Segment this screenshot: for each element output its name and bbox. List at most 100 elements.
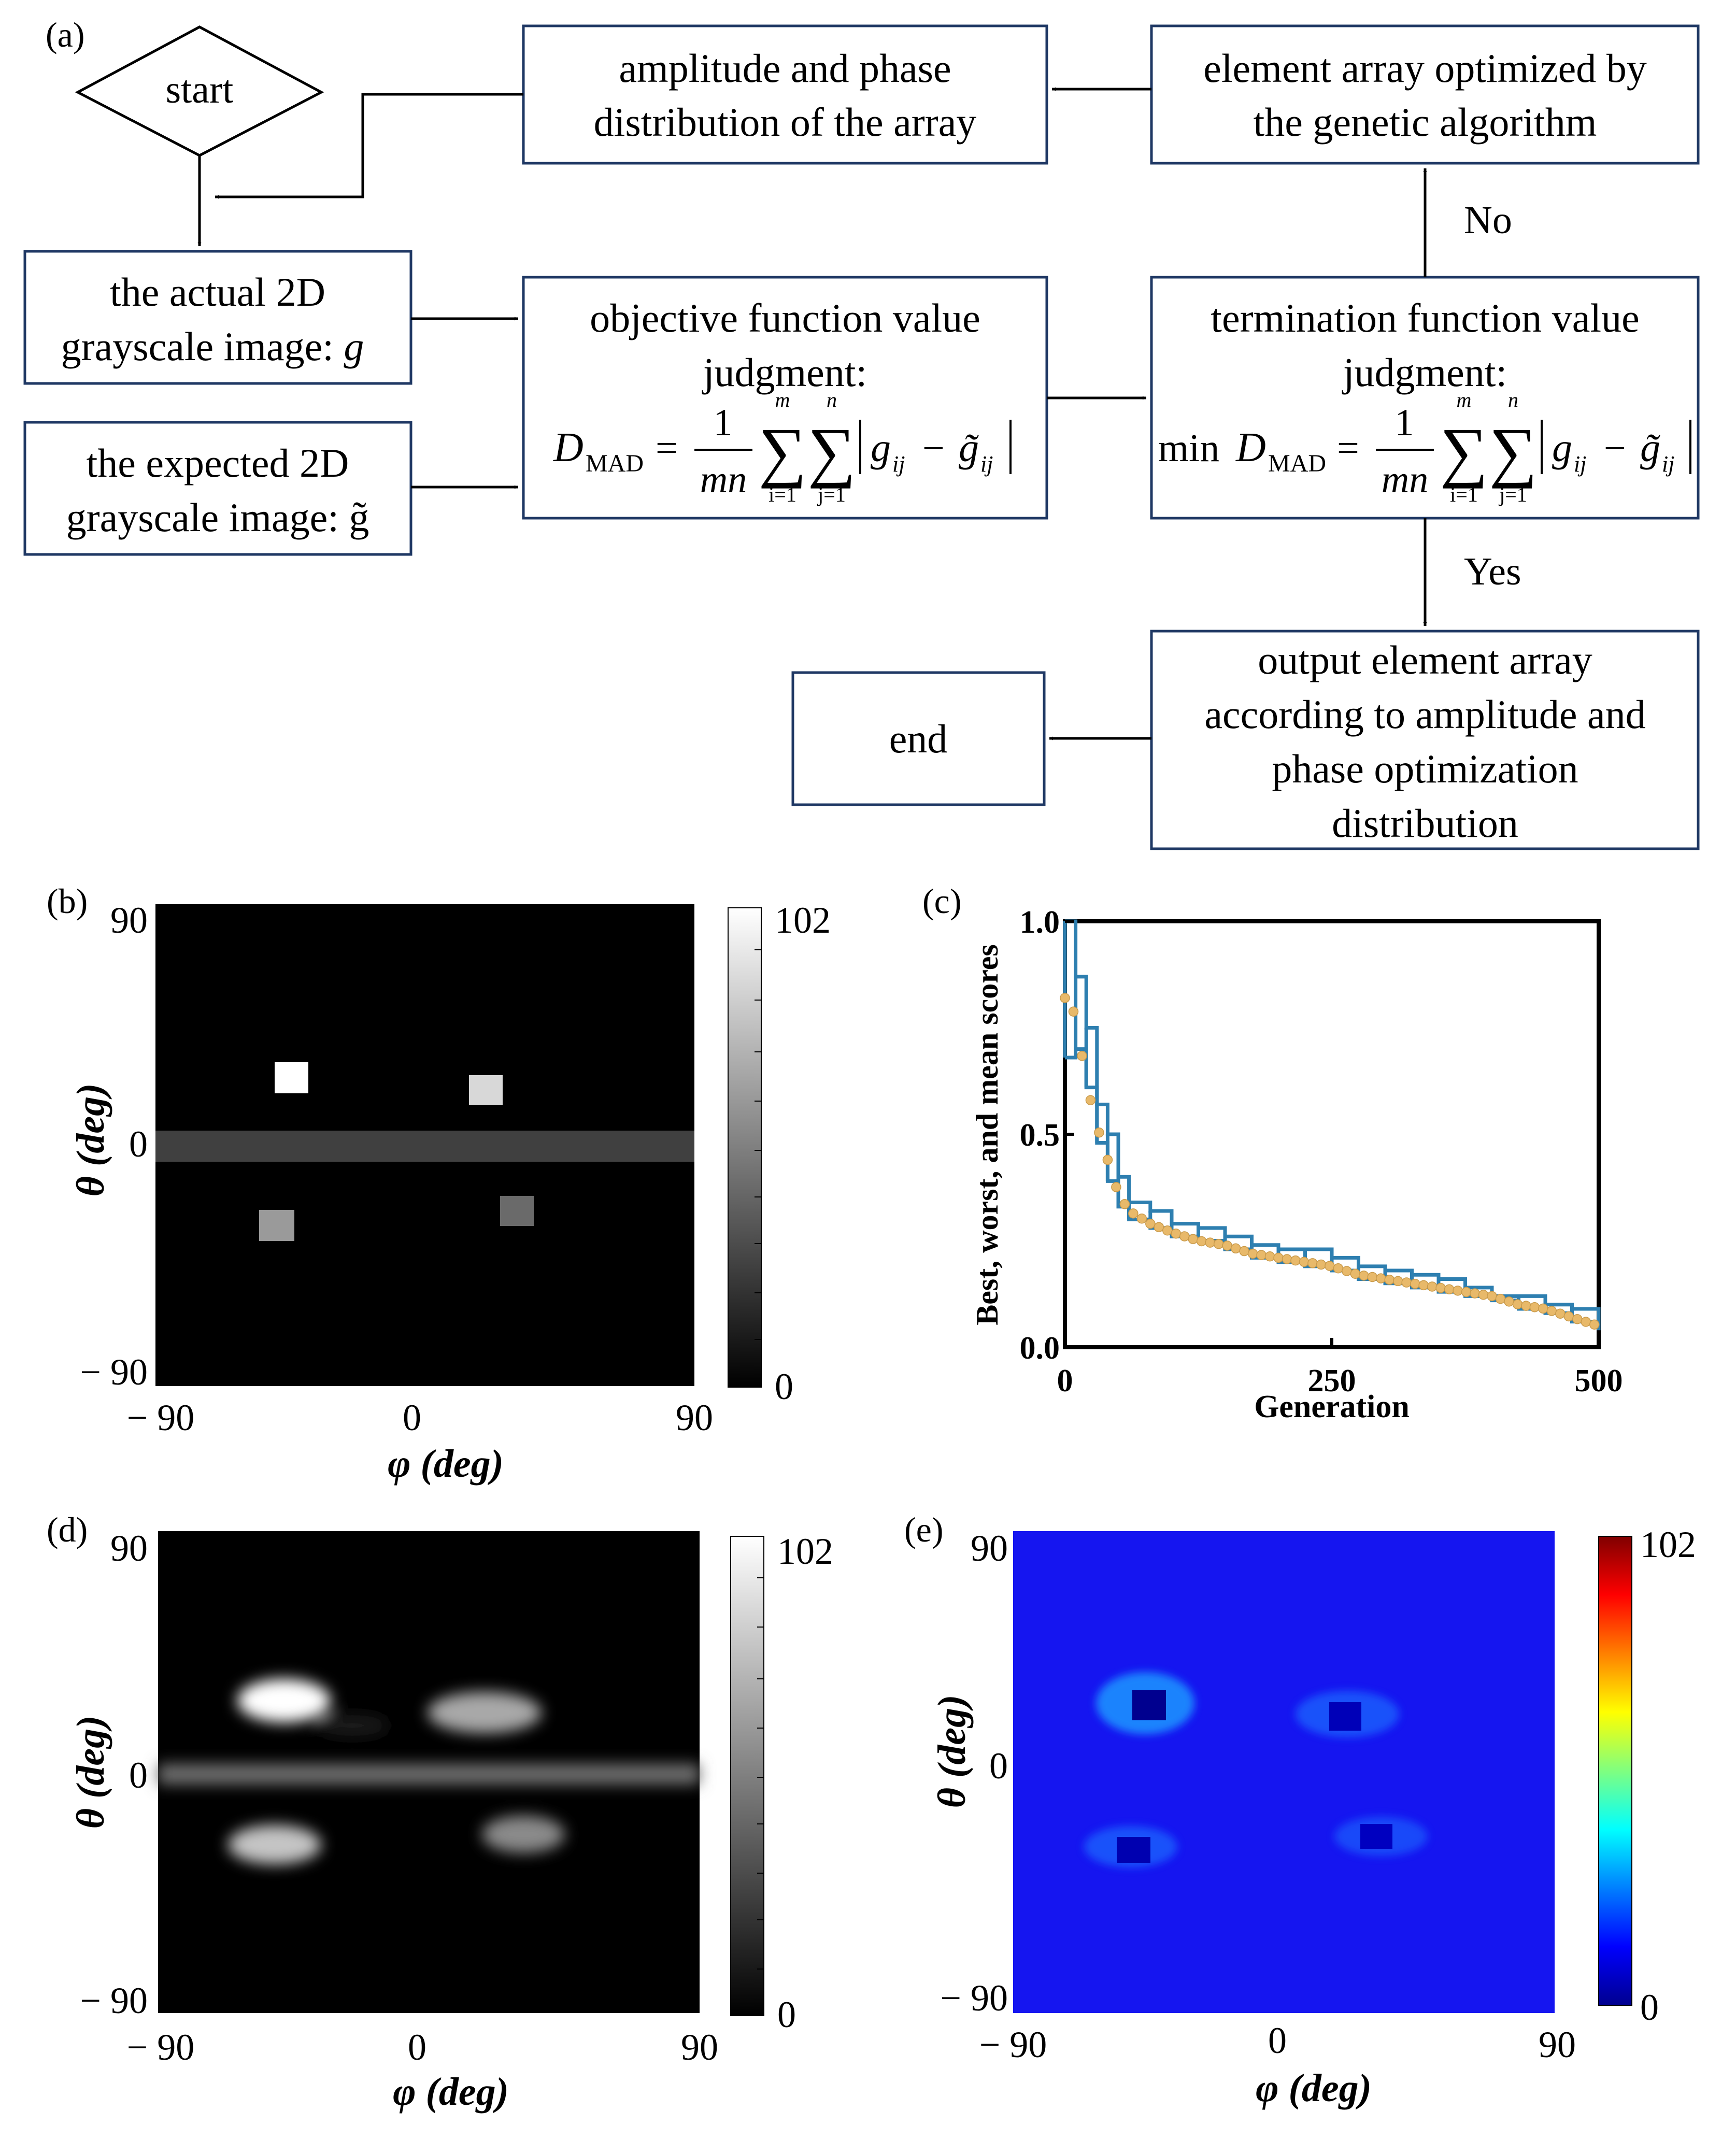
ga-mean-marker	[1546, 1306, 1557, 1316]
amp-phase-line2: distribution of the array	[594, 99, 977, 145]
actual-image-line2: grayscale image: g	[61, 324, 364, 369]
termination-line1: termination function value	[1211, 295, 1639, 340]
d-xlabel: φ (deg)	[393, 2070, 509, 2114]
ga-mean-marker	[1299, 1257, 1310, 1267]
objective-line1: objective function value	[590, 295, 980, 340]
ga-mean-marker	[1435, 1282, 1446, 1293]
heatmap-b-patch-4	[500, 1196, 534, 1226]
colorbar-e-min: 0	[1640, 1987, 1659, 2028]
ga-mean-marker	[1461, 1287, 1472, 1297]
b-xlabel: φ (deg)	[388, 1442, 504, 1486]
ga-mean-marker	[1350, 1268, 1361, 1279]
formula-minus: −	[922, 426, 945, 470]
ga-mean-marker	[1145, 1218, 1156, 1229]
d-xtick-left: − 90	[127, 2027, 195, 2068]
objective-formula: D MAD = 1 mn m ∑ i=1 n ∑ j=1 g ij − g̃ i…	[553, 388, 1012, 506]
ga-mean-marker	[1410, 1278, 1420, 1289]
panel-c: (c) 0 250 500 0.0 0.5 1.0 Best, worst, and me…	[922, 881, 1623, 1424]
d-ytick-mid: 0	[129, 1754, 148, 1796]
ga-mean-marker	[1094, 1127, 1104, 1138]
heatmap-b-band	[155, 1131, 694, 1162]
e-ylabel: θ (deg)	[930, 1695, 974, 1808]
expected-image-line1: the expected 2D	[87, 440, 349, 486]
term-formula-lhs: D	[1235, 425, 1266, 470]
b-ytick-top: 90	[110, 900, 148, 941]
b-xtick-right: 90	[676, 1397, 713, 1438]
ga-optimized-box	[1150, 24, 1700, 165]
d-ytick-top: 90	[110, 1528, 148, 1569]
yes-label: Yes	[1464, 550, 1521, 593]
panel-label-e: (e)	[904, 1510, 943, 1549]
ga-mean-marker	[1085, 1095, 1096, 1105]
term-formula-lower-j: j=1	[1498, 483, 1527, 506]
d-xtick-mid: 0	[408, 2027, 426, 2068]
panel-label-a: (a)	[46, 15, 84, 54]
ga-mean-marker	[1359, 1271, 1369, 1281]
ga-ytick-label: 0.5	[1020, 1118, 1060, 1153]
term-formula-g: g	[1552, 425, 1572, 470]
term-formula-den: mn	[1382, 459, 1428, 501]
b-ytick-bot: − 90	[80, 1351, 148, 1393]
termination-line2: judgment:	[1342, 350, 1507, 395]
heatmap-b-patch-1	[275, 1062, 308, 1093]
ga-mean-marker	[1136, 1214, 1147, 1224]
panel-a: (a) start amplitude and phase distributi…	[23, 15, 1700, 850]
ga-xlabel: Generation	[1254, 1389, 1410, 1424]
e-ytick-top: 90	[971, 1528, 1008, 1569]
ga-mean-marker	[1342, 1266, 1352, 1276]
formula-sigma-j: ∑	[808, 415, 856, 489]
ga-mean-marker	[1444, 1284, 1455, 1294]
heatmap-e-hole-1	[1132, 1690, 1166, 1720]
heatmap-e-plot	[1013, 1531, 1555, 2013]
heatmap-d-colorbar	[730, 1536, 764, 2016]
d-xtick-right: 90	[681, 2027, 718, 2068]
heatmap-d-spot-1	[237, 1679, 331, 1722]
ga-worst-line	[1065, 919, 1601, 1318]
panel-e: (e) 102 0 90 0 − 90 − 90 0 90 φ (deg) θ …	[904, 1510, 1696, 2110]
ga-mean-marker	[1401, 1277, 1412, 1288]
term-formula-eq: =	[1337, 426, 1359, 470]
ga-mean-marker	[1504, 1296, 1514, 1307]
ga-xtick-label: 250	[1308, 1363, 1356, 1399]
ga-xtick-label: 0	[1057, 1363, 1073, 1399]
term-formula-sigma-j: ∑	[1489, 415, 1538, 489]
colorbar-d-min: 0	[777, 1994, 796, 2035]
ga-mean-marker	[1162, 1225, 1173, 1236]
heatmap-e-hole-2	[1329, 1702, 1361, 1731]
ga-mean-marker	[1205, 1237, 1215, 1248]
term-formula-upper-j: n	[1508, 388, 1518, 411]
b-ylabel: θ (deg)	[69, 1083, 112, 1197]
ga-mean-marker	[1273, 1252, 1284, 1263]
colorbar-b-min: 0	[775, 1366, 793, 1407]
ga-mean-marker	[1555, 1308, 1566, 1319]
term-formula-g-sub: ij	[1574, 451, 1586, 477]
formula-lhs-sub: MAD	[586, 450, 644, 477]
ga-mean-marker	[1470, 1288, 1480, 1299]
formula-g-sub: ij	[892, 451, 905, 477]
term-formula-g-tilde-sub: ij	[1662, 451, 1674, 477]
ga-mean-marker	[1487, 1291, 1497, 1302]
ga-mean-marker	[1495, 1293, 1506, 1304]
formula-den: mn	[700, 459, 747, 501]
formula-lhs: D	[553, 425, 584, 470]
ga-mean-marker	[1256, 1250, 1267, 1260]
e-ytick-mid: 0	[989, 1745, 1008, 1787]
actual-image-line1: the actual 2D	[110, 269, 325, 315]
formula-lower-j: j=1	[817, 483, 846, 506]
ga-mean-marker	[1060, 993, 1070, 1003]
colorbar-d-max: 102	[777, 1531, 833, 1572]
heatmap-b-patch-3	[259, 1210, 294, 1241]
objective-line2: judgment:	[702, 350, 867, 395]
ga-mean-marker	[1188, 1234, 1198, 1244]
panel-label-b: (b)	[47, 881, 88, 921]
b-xtick-mid: 0	[403, 1397, 421, 1438]
heatmap-d-spot-4	[482, 1816, 565, 1853]
termination-box	[1150, 276, 1700, 520]
e-xtick-right: 90	[1539, 2024, 1576, 2065]
formula-g-tilde-sub: ij	[980, 451, 993, 477]
b-ytick-mid: 0	[129, 1123, 148, 1165]
ga-mean-marker	[1290, 1255, 1301, 1266]
ga-mean-marker	[1529, 1302, 1540, 1313]
ga-optimized-line2: the genetic algorithm	[1254, 99, 1597, 145]
actual-image-box	[23, 250, 412, 385]
